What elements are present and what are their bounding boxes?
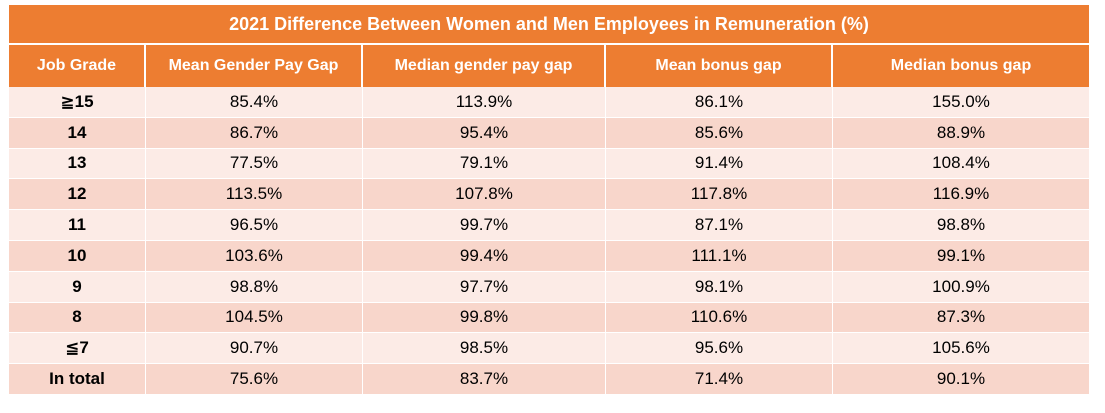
cell-mean-bonus-gap: 91.4%: [606, 148, 833, 179]
header-job-grade: Job Grade: [9, 45, 146, 87]
cell-job-grade: 9: [9, 271, 146, 302]
cell-median-bonus-gap: 87.3%: [936, 307, 986, 327]
cell-median-bonus-gap: 100.9%: [932, 276, 990, 296]
remuneration-table: 2021 Difference Between Women and Men Em…: [9, 5, 1089, 395]
cell-mean-bonus-gap: 117.8%: [606, 179, 833, 210]
cell-job-grade: 13: [9, 148, 146, 179]
cell-job-grade: 12: [9, 179, 146, 210]
table-row: 10 103.6% 99.4% 111.1% 99.1%: [9, 240, 1089, 272]
cell-median-gender-pay-gap: 95.4%: [363, 117, 606, 148]
table-row: 11 96.5% 99.7% 87.1% 98.8%: [9, 210, 1089, 241]
cell-mean-gender-pay-gap: 85.4%: [146, 87, 363, 117]
cell-mean-bonus-gap: 111.1%: [606, 240, 833, 271]
cell-median-bonus-gap: 108.4%: [932, 153, 990, 173]
table-row: In total 75.6% 83.7% 71.4% 90.1%: [9, 364, 1089, 395]
cell-mean-gender-pay-gap: 77.5%: [146, 148, 363, 179]
cell-median-gender-pay-gap: 113.9%: [363, 87, 606, 117]
cell-median-bonus-gap: 88.9%: [936, 122, 986, 142]
table-row: 8 104.5% 99.8% 110.6% 87.3%: [9, 302, 1089, 334]
cell-mean-bonus-gap: 71.4%: [606, 364, 833, 394]
cell-mean-bonus-gap: 87.1%: [606, 210, 833, 240]
cell-mean-gender-pay-gap: 98.8%: [146, 271, 363, 302]
cell-median-gender-pay-gap: 107.8%: [363, 179, 606, 210]
cell-mean-gender-pay-gap: 113.5%: [146, 179, 363, 210]
cell-median-gender-pay-gap: 99.4%: [363, 240, 606, 271]
table-body: ≧15 85.4% 113.9% 86.1% 155.0% 14 86.7% 95.4% 85.…: [9, 87, 1089, 395]
cell-mean-gender-pay-gap: 86.7%: [146, 117, 363, 148]
table-row: 9 98.8% 97.7% 98.1% 100.9%: [9, 271, 1089, 303]
cell-mean-gender-pay-gap: 75.6%: [146, 364, 363, 394]
cell-median-bonus-gap: 99.1%: [936, 245, 986, 265]
table-row: ≧15 85.4% 113.9% 86.1% 155.0%: [9, 87, 1089, 118]
table-row: ≦7 90.7% 98.5% 95.6% 105.6%: [9, 333, 1089, 365]
cell-median-bonus-gap: 155.0%: [932, 91, 990, 111]
cell-median-gender-pay-gap: 99.7%: [363, 210, 606, 240]
cell-mean-gender-pay-gap: 103.6%: [146, 240, 363, 271]
cell-job-grade: ≦7: [9, 333, 146, 364]
cell-job-grade: 14: [9, 117, 146, 148]
header-median-gender-pay-gap: Median gender pay gap: [363, 45, 606, 87]
cell-median-gender-pay-gap: 99.8%: [363, 302, 606, 333]
cell-median-gender-pay-gap: 83.7%: [363, 364, 606, 394]
cell-job-grade: 10: [9, 240, 146, 271]
cell-job-grade: 8: [9, 302, 146, 333]
header-mean-gender-pay-gap: Mean Gender Pay Gap: [146, 45, 363, 87]
cell-job-grade: In total: [9, 364, 146, 394]
cell-mean-bonus-gap: 86.1%: [606, 87, 833, 117]
header-mean-bonus-gap: Mean bonus gap: [606, 45, 833, 87]
header-row: Job Grade Mean Gender Pay Gap Median gen…: [9, 45, 1089, 87]
table-row: 14 86.7% 95.4% 85.6% 88.9%: [9, 117, 1089, 149]
cell-mean-gender-pay-gap: 96.5%: [146, 210, 363, 240]
cell-median-bonus-gap: 116.9%: [932, 184, 990, 204]
header-median-bonus-gap: Median bonus gap: [890, 57, 1032, 74]
cell-mean-bonus-gap: 95.6%: [606, 333, 833, 364]
cell-job-grade: ≧15: [9, 87, 146, 117]
cell-median-bonus-gap: 90.1%: [936, 369, 986, 389]
table-title: 2021 Difference Between Women and Men Em…: [9, 5, 1089, 45]
cell-median-bonus-gap: 105.6%: [932, 338, 990, 358]
table-row: 12 113.5% 107.8% 117.8% 116.9%: [9, 179, 1089, 211]
cell-median-gender-pay-gap: 97.7%: [363, 271, 606, 302]
table-row: 13 77.5% 79.1% 91.4% 108.4%: [9, 148, 1089, 180]
cell-mean-bonus-gap: 110.6%: [606, 302, 833, 333]
cell-median-gender-pay-gap: 79.1%: [363, 148, 606, 179]
cell-mean-gender-pay-gap: 90.7%: [146, 333, 363, 364]
cell-median-bonus-gap: 98.8%: [936, 215, 986, 235]
cell-median-gender-pay-gap: 98.5%: [363, 333, 606, 364]
cell-mean-bonus-gap: 85.6%: [606, 117, 833, 148]
cell-mean-gender-pay-gap: 104.5%: [146, 302, 363, 333]
cell-job-grade: 11: [9, 210, 146, 240]
cell-mean-bonus-gap: 98.1%: [606, 271, 833, 302]
